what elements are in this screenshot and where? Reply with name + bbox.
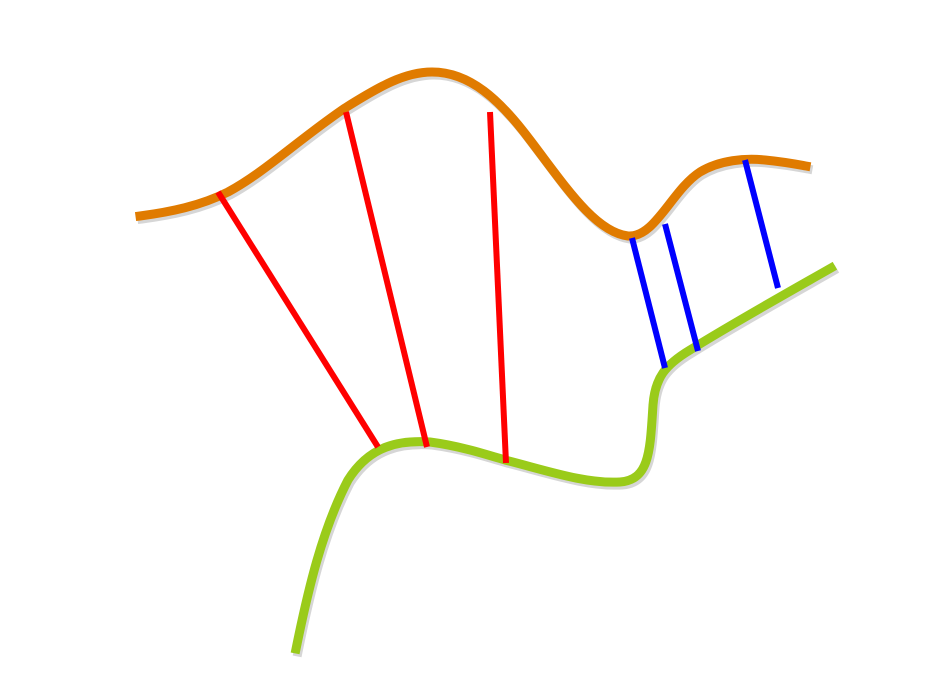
upper-curve-shadow <box>136 70 814 244</box>
blue-connector-2 <box>662 223 701 352</box>
upper-curve <box>134 67 812 241</box>
red-connector-1 <box>215 190 381 449</box>
lower-curve-shadow <box>292 264 840 658</box>
red-connector-2 <box>343 111 430 448</box>
blue-connector-1 <box>629 237 668 369</box>
lower-curve <box>290 261 838 655</box>
red-connector-3 <box>487 111 509 464</box>
blue-connector-3 <box>742 159 781 289</box>
